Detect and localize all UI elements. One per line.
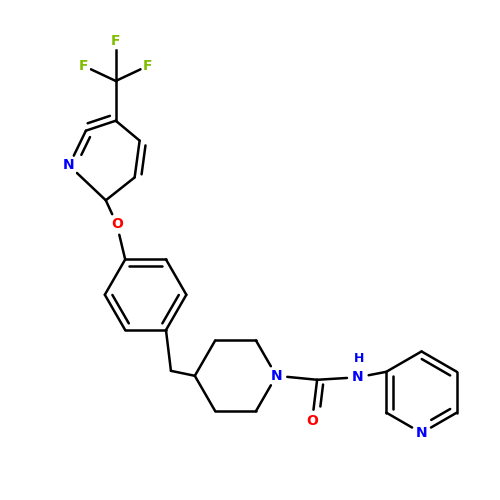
Text: N: N (352, 370, 364, 384)
Text: O: O (306, 414, 318, 428)
Text: F: F (143, 59, 152, 73)
Text: O: O (111, 217, 122, 231)
Text: N: N (63, 158, 75, 172)
Text: N: N (270, 369, 282, 383)
Text: F: F (79, 59, 88, 73)
Text: F: F (111, 34, 120, 48)
Text: N: N (416, 426, 428, 440)
Text: H: H (354, 352, 364, 365)
